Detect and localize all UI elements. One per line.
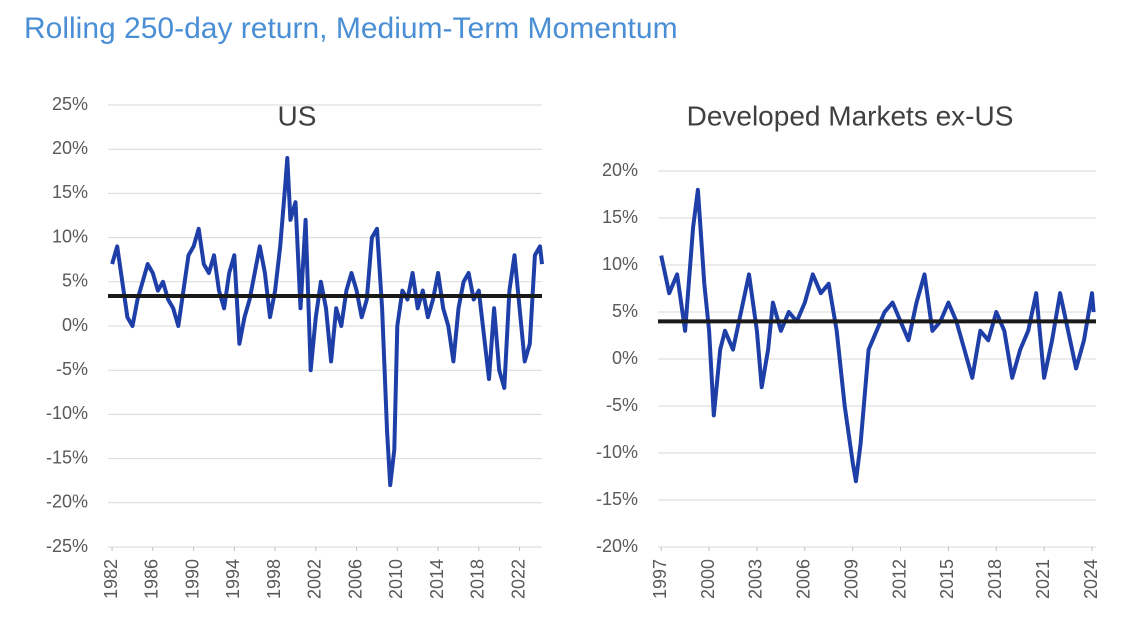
y-tick-label: -5% bbox=[56, 359, 88, 379]
x-tick-label: 2002 bbox=[305, 559, 325, 599]
x-tick-label: 2021 bbox=[1033, 559, 1053, 599]
data-line bbox=[659, 187, 1096, 484]
chart-title: Developed Markets ex-US bbox=[687, 100, 1014, 131]
x-tick-label: 2000 bbox=[698, 559, 718, 599]
x-tick-label: 2015 bbox=[937, 559, 957, 599]
x-tick-label: 2022 bbox=[508, 559, 528, 599]
x-tick-label: 1997 bbox=[650, 559, 670, 599]
y-tick-label: 20% bbox=[52, 138, 88, 158]
y-tick-label: 15% bbox=[602, 207, 638, 227]
x-tick-label: 1986 bbox=[142, 559, 162, 599]
chart-title: US bbox=[278, 100, 317, 131]
x-tick-label: 2018 bbox=[468, 559, 488, 599]
y-tick-label: 0% bbox=[62, 315, 88, 335]
y-tick-label: 10% bbox=[602, 254, 638, 274]
x-tick-label: 2014 bbox=[427, 559, 447, 599]
x-tick-label: 2010 bbox=[386, 559, 406, 599]
data-line bbox=[110, 156, 544, 488]
y-tick-label: 25% bbox=[52, 94, 88, 114]
y-tick-label: -5% bbox=[606, 395, 638, 415]
x-tick-label: 2003 bbox=[746, 559, 766, 599]
y-tick-label: 5% bbox=[612, 301, 638, 321]
x-tick-label: 2018 bbox=[985, 559, 1005, 599]
y-tick-label: 15% bbox=[52, 182, 88, 202]
y-tick-label: -10% bbox=[596, 442, 638, 462]
x-tick-label: 1998 bbox=[264, 559, 284, 599]
y-tick-label: -10% bbox=[46, 403, 88, 423]
y-tick-label: -15% bbox=[596, 489, 638, 509]
x-tick-label: 2006 bbox=[345, 559, 365, 599]
y-tick-label: 20% bbox=[602, 160, 638, 180]
x-tick-label: 2006 bbox=[794, 559, 814, 599]
y-tick-label: -15% bbox=[46, 447, 88, 467]
y-tick-label: 10% bbox=[52, 226, 88, 246]
y-tick-label: -20% bbox=[46, 492, 88, 512]
y-tick-label: -20% bbox=[596, 536, 638, 556]
x-tick-label: 2009 bbox=[841, 559, 861, 599]
y-tick-label: -25% bbox=[46, 536, 88, 556]
x-tick-label: 1990 bbox=[182, 559, 202, 599]
page-title: Rolling 250-day return, Medium-Term Mome… bbox=[24, 12, 678, 45]
x-tick-label: 2012 bbox=[889, 559, 909, 599]
y-tick-label: 0% bbox=[612, 348, 638, 368]
x-tick-label: 1994 bbox=[223, 559, 243, 599]
x-tick-label: 2024 bbox=[1081, 559, 1101, 599]
x-tick-label: 1982 bbox=[101, 559, 121, 599]
y-tick-label: 5% bbox=[62, 271, 88, 291]
